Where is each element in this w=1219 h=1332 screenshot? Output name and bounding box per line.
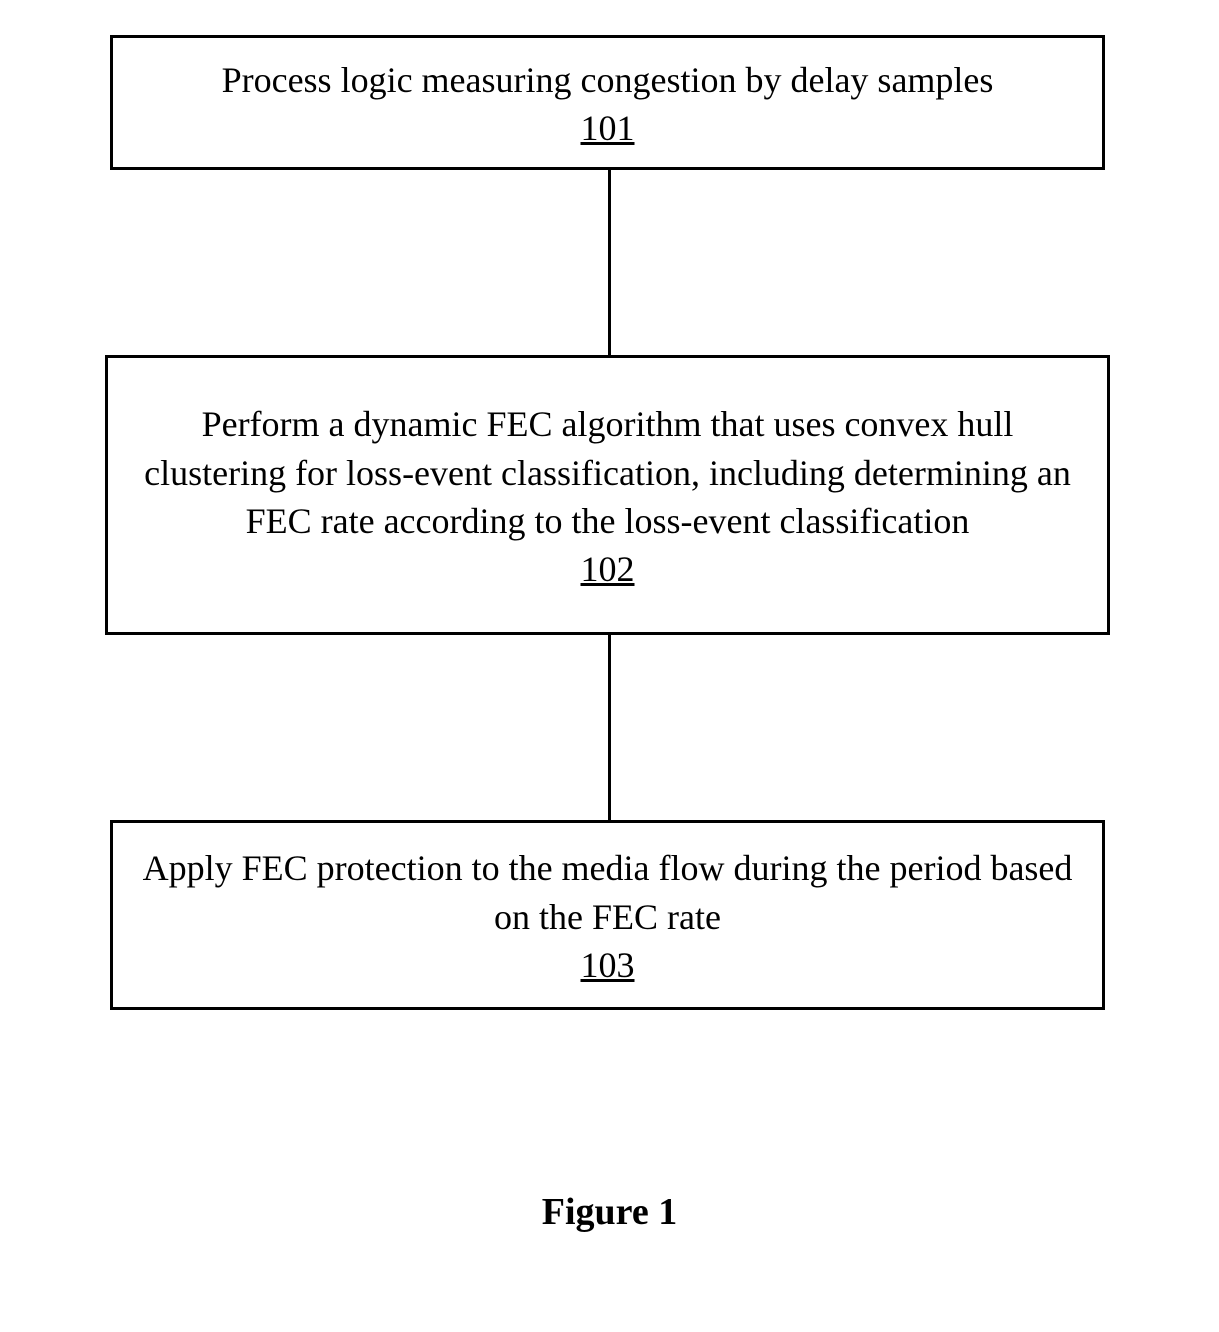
- flowchart-box-2: Perform a dynamic FEC algorithm that use…: [105, 355, 1110, 635]
- flowchart-box-1: Process logic measuring congestion by de…: [110, 35, 1105, 170]
- box-number: 103: [581, 944, 635, 986]
- connector-1: [608, 170, 611, 355]
- box-number: 102: [581, 548, 635, 590]
- flowchart-container: Process logic measuring congestion by de…: [0, 0, 1219, 1332]
- figure-label: Figure 1: [0, 1190, 1219, 1234]
- connector-2: [608, 635, 611, 820]
- box-text: Process logic measuring congestion by de…: [222, 56, 994, 105]
- box-text: Perform a dynamic FEC algorithm that use…: [128, 400, 1087, 546]
- box-text: Apply FEC protection to the media flow d…: [133, 844, 1082, 941]
- flowchart-box-3: Apply FEC protection to the media flow d…: [110, 820, 1105, 1010]
- box-number: 101: [581, 107, 635, 149]
